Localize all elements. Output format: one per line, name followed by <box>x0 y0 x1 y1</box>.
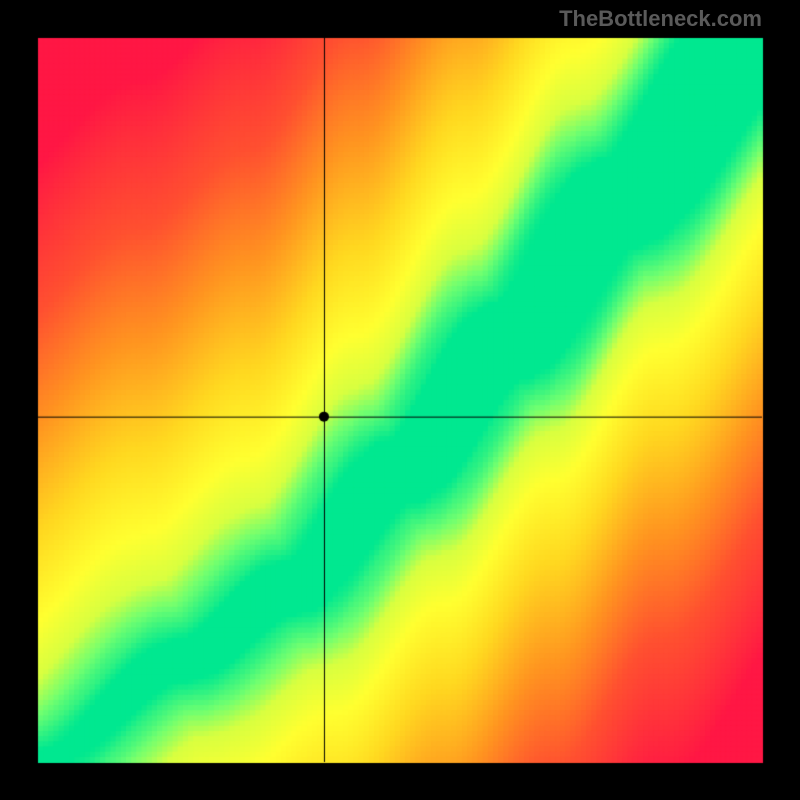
bottleneck-heatmap <box>0 0 800 800</box>
watermark-text: TheBottleneck.com <box>559 6 762 32</box>
chart-container: TheBottleneck.com <box>0 0 800 800</box>
